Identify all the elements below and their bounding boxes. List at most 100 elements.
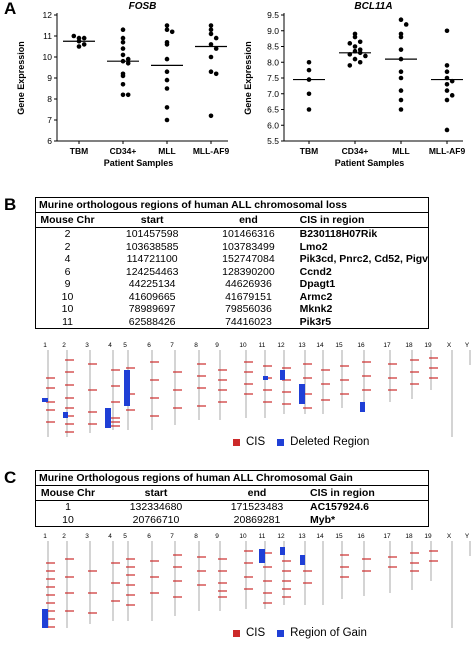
data-point bbox=[120, 52, 126, 58]
region-swatch bbox=[277, 629, 285, 637]
table-cell: 103783499 bbox=[222, 240, 275, 253]
table-cell: 132334680 bbox=[129, 501, 183, 513]
table-cell: Pik3cd, Pnrc2, Cd52, Pigv bbox=[299, 253, 428, 265]
table-cell: 1 bbox=[65, 501, 71, 513]
data-point bbox=[120, 46, 126, 51]
data-point bbox=[444, 82, 450, 87]
region-bar bbox=[263, 376, 268, 380]
data-point bbox=[125, 92, 131, 98]
table-cell: 41609665 bbox=[128, 290, 176, 303]
chromosome-label: 12 bbox=[277, 342, 285, 349]
chromosome-label: 8 bbox=[194, 342, 198, 349]
data-point bbox=[81, 35, 87, 41]
data-point bbox=[444, 63, 450, 68]
table-cell: 2 bbox=[64, 240, 71, 253]
chromosome-label: 14 bbox=[316, 342, 324, 349]
chromosome-label: 16 bbox=[357, 342, 365, 349]
table-header: Mouse Chr bbox=[36, 213, 100, 228]
cis-swatch bbox=[233, 438, 240, 446]
chromosome-label: Y bbox=[465, 342, 470, 349]
chromosome-label: Y bbox=[465, 533, 470, 540]
chromosome-label: 6 bbox=[147, 342, 151, 349]
y-tick-label: 8.5 bbox=[267, 42, 279, 52]
table-cell: Dpagt1 bbox=[299, 278, 336, 290]
region-bar bbox=[63, 412, 68, 418]
table-header: CIS in region bbox=[291, 213, 428, 228]
table-cell: 101466316 bbox=[222, 228, 275, 240]
table-row: 2 101457598 101466316 B230118H07Rik bbox=[36, 228, 428, 241]
data-point bbox=[357, 47, 363, 52]
chromosome-label: 9 bbox=[215, 342, 219, 349]
data-point bbox=[444, 88, 450, 93]
table-cell: Lmo2 bbox=[299, 240, 328, 253]
table-row: 9 44225134 44626936 Dpagt1 bbox=[36, 278, 428, 291]
table-cell: AC157924.6 bbox=[310, 501, 369, 513]
table-cell: 114721100 bbox=[126, 253, 178, 265]
y-tick-label: 11 bbox=[43, 31, 52, 41]
data-point bbox=[357, 59, 363, 65]
table-cell: 171523483 bbox=[230, 501, 284, 513]
data-point bbox=[398, 107, 404, 112]
table-title: Murine orthologous regions of human ALL … bbox=[36, 198, 428, 213]
legend-cis-label: CIS bbox=[246, 627, 266, 639]
chromosome-label: 17 bbox=[383, 533, 391, 540]
data-point bbox=[120, 92, 126, 98]
data-point bbox=[71, 33, 77, 39]
table-cell: 11 bbox=[62, 315, 73, 328]
legend-loss: CIS Deleted Region bbox=[233, 436, 369, 448]
data-point bbox=[208, 69, 214, 74]
table-cell: 152747084 bbox=[222, 253, 275, 265]
chromosome-label: 7 bbox=[170, 533, 174, 540]
table-row: 10 20766710 20869281 Myb* bbox=[36, 514, 428, 527]
data-point bbox=[398, 69, 404, 74]
table-row: 6 124254463 128390200 Ccnd2 bbox=[36, 266, 428, 279]
y-tick-label: 7 bbox=[47, 115, 52, 125]
chromosome-label: 11 bbox=[259, 342, 266, 349]
table-cell: 10 bbox=[61, 290, 74, 303]
x-tick-label: MLL-AF9 bbox=[193, 146, 230, 156]
data-point bbox=[398, 75, 404, 81]
data-point bbox=[164, 42, 170, 47]
data-point bbox=[76, 44, 82, 49]
table-cell: 74416023 bbox=[225, 315, 272, 328]
x-tick-label: MLL bbox=[158, 146, 175, 156]
panel-label-c: C bbox=[4, 468, 17, 487]
y-tick-label: 6 bbox=[47, 136, 52, 146]
data-point bbox=[208, 54, 214, 60]
table-cell: 103638585 bbox=[125, 240, 179, 253]
x-tick-label: CD34+ bbox=[342, 146, 369, 156]
data-point bbox=[164, 77, 170, 83]
data-point bbox=[81, 42, 87, 47]
data-point bbox=[352, 34, 358, 40]
data-point bbox=[208, 113, 214, 119]
table-cell: 20766710 bbox=[132, 513, 180, 526]
y-tick-label: 7.0 bbox=[267, 89, 279, 99]
data-point bbox=[306, 67, 312, 73]
chromosomal-gain-table: Murine Orthologous regions of human ALL … bbox=[35, 470, 429, 527]
data-point bbox=[213, 35, 219, 41]
legend-cis-label: CIS bbox=[246, 436, 266, 448]
region-bar bbox=[42, 609, 48, 628]
table-cell: Mknk2 bbox=[299, 303, 333, 315]
cis-swatch bbox=[233, 629, 240, 637]
data-point bbox=[120, 82, 126, 87]
data-point bbox=[169, 29, 175, 35]
data-point bbox=[444, 28, 450, 34]
table-row: 1 132334680 171523483 AC157924.6 bbox=[36, 501, 428, 514]
table-cell: 124254463 bbox=[125, 265, 179, 278]
table-cell: 78989697 bbox=[128, 303, 176, 315]
chromosome-label: 13 bbox=[298, 533, 306, 540]
table-header: start bbox=[99, 213, 206, 228]
y-tick-label: 7.5 bbox=[267, 73, 279, 83]
data-point bbox=[213, 46, 219, 51]
chromosome-label: 19 bbox=[424, 533, 432, 540]
x-axis-label: Patient Samples bbox=[335, 158, 405, 168]
table-title: Murine Orthologous regions of human ALL … bbox=[36, 471, 428, 486]
table-cell: Myb* bbox=[310, 513, 336, 526]
data-point bbox=[208, 31, 214, 37]
table-row: 11 62588426 74416023 Pik3r5 bbox=[36, 316, 428, 329]
table-row: 10 78989697 79856036 Mknk2 bbox=[36, 303, 428, 316]
chart-title: FOSB bbox=[129, 1, 157, 12]
chart-title: BCL11A bbox=[354, 1, 392, 12]
legend-region-label: Deleted Region bbox=[290, 436, 370, 448]
